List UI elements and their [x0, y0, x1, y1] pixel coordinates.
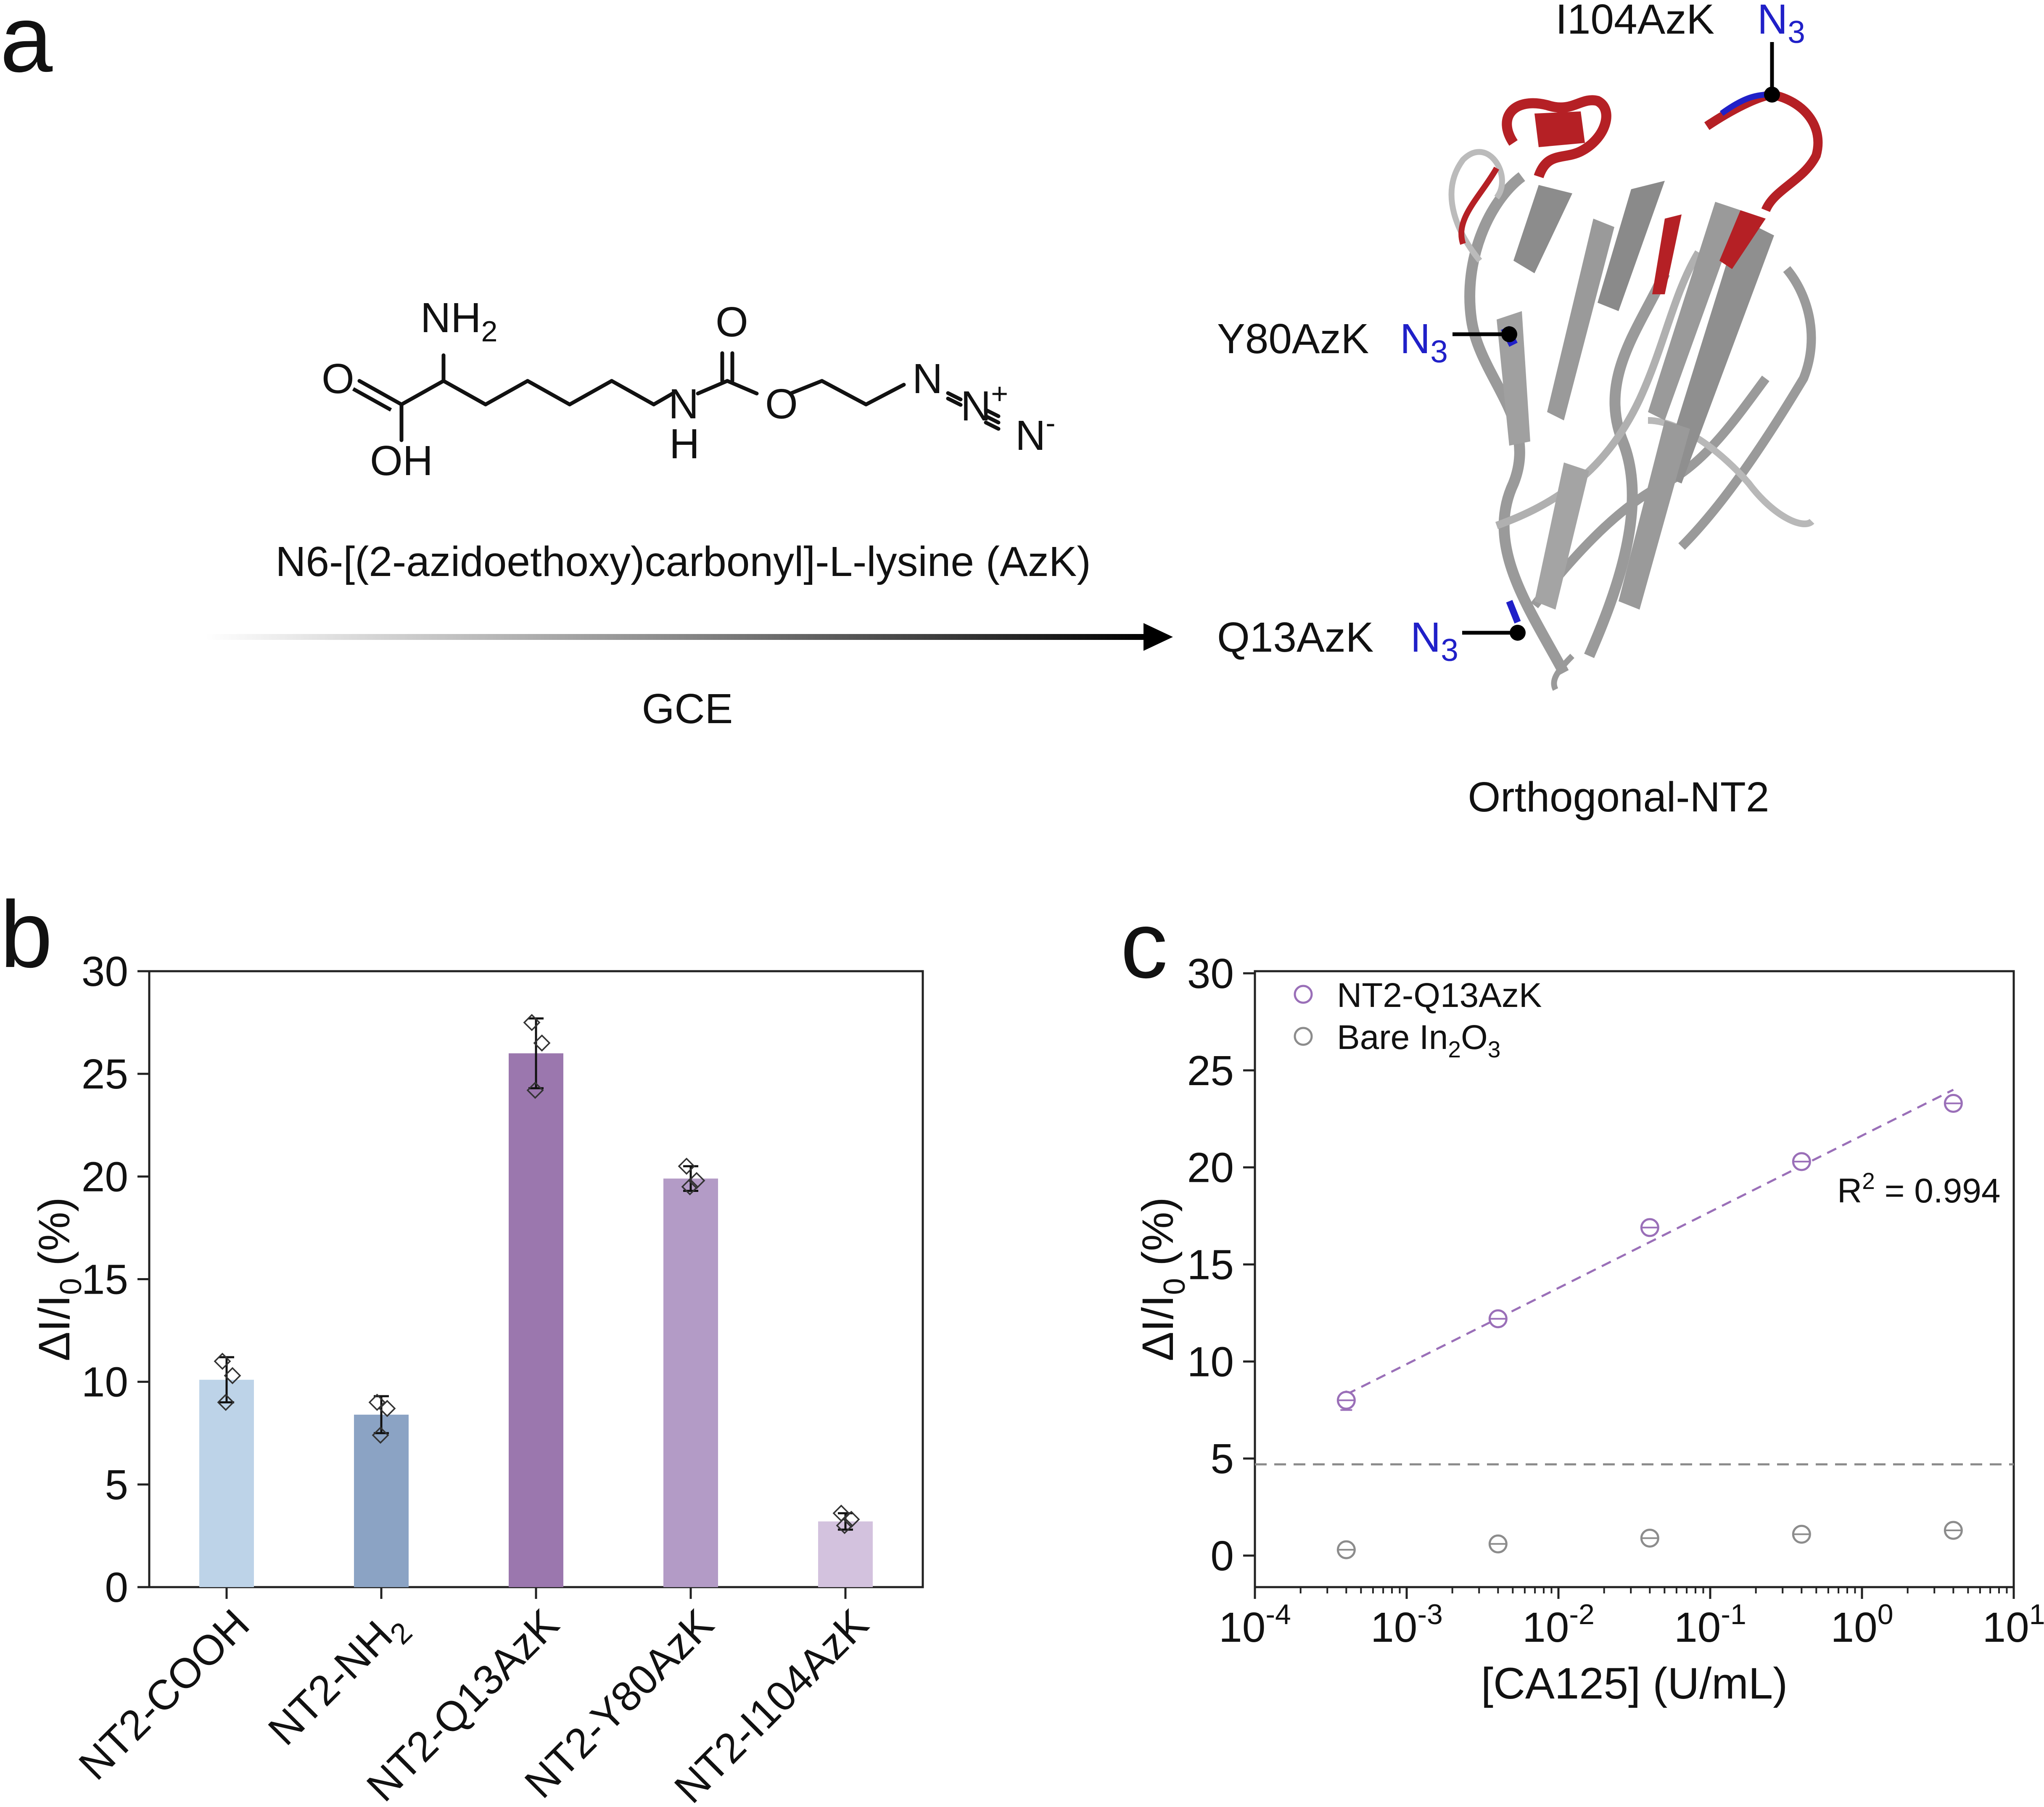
- bar: [509, 1053, 563, 1587]
- amide-n-label: N: [668, 380, 699, 428]
- panel-c: c 0 5 10 15 20 25 30 ΔI/I0 (%) 10-4 10-3 10-2 10-1 1…: [1120, 892, 2044, 1708]
- protein-label: Orthogonal-NT2: [1468, 774, 1769, 821]
- hydroxyl-label: OH: [370, 437, 433, 484]
- amide-h-label: H: [669, 420, 700, 468]
- site-i104-label: I104AzK: [1555, 0, 1714, 43]
- reaction-arrow-shaft: [206, 634, 1143, 640]
- panel-c-label: c: [1120, 892, 1168, 998]
- carboxyl-double-bond: [352, 387, 392, 412]
- x-tick-label-c: 10-4: [1219, 1598, 1291, 1651]
- azk-structure: [357, 351, 1001, 442]
- amine-label: NH2: [420, 294, 497, 348]
- site-i104-group: N3: [1757, 0, 1805, 50]
- y-tick-label-c: 10: [1187, 1338, 1234, 1385]
- y-tick-label-c: 25: [1187, 1047, 1234, 1094]
- azk-name: N6-[(2-azidoethoxy)carbonyl]-L-lysine (A…: [275, 538, 1091, 585]
- y-tick-label-c: 5: [1210, 1435, 1234, 1482]
- ester-o-label: O: [765, 380, 798, 428]
- linear-fit-line: [1346, 1088, 1954, 1396]
- site-y80-label: Y80AzK: [1217, 315, 1369, 362]
- bar: [663, 1178, 718, 1587]
- x-tick-label-c: 100: [1830, 1598, 1893, 1651]
- y-tick-label-c: 30: [1187, 950, 1234, 997]
- replicate-point: [224, 1367, 241, 1384]
- replicate-point: [533, 1034, 551, 1052]
- azide-n1-label: N: [912, 355, 943, 402]
- replicate-point: [836, 1517, 853, 1534]
- x-tick-label-c: 10-3: [1371, 1598, 1443, 1651]
- reaction-arrow-label: GCE: [642, 685, 733, 732]
- x-axis-label-c: [CA125] (U/mL): [1481, 1659, 1788, 1708]
- x-tick-label-b: NT2-NH2: [259, 1600, 419, 1759]
- replicate-point: [526, 1081, 544, 1099]
- y-tick-label-b: 5: [105, 1461, 128, 1508]
- site-q13-group: N3: [1410, 614, 1458, 668]
- site-y80-group: N3: [1400, 315, 1448, 369]
- y-tick-label-b: 10: [82, 1359, 128, 1406]
- y-axis-label-c: ΔI/I0 (%): [1133, 1197, 1191, 1361]
- reaction-arrow-head: [1143, 623, 1173, 651]
- x-tick-label-c: 10-1: [1674, 1598, 1746, 1651]
- site-y80-marker: [1501, 326, 1517, 342]
- carbonyl-o-label: O: [716, 299, 748, 346]
- panel-a: a NH2 O OH: [0, 0, 1823, 821]
- y-tick-label-b: 0: [105, 1564, 128, 1611]
- carboxyl-o-label: O: [322, 355, 354, 402]
- azide-n3-label: N-: [1015, 407, 1056, 459]
- replicate-point: [523, 1014, 541, 1031]
- y-tick-label-b: 15: [82, 1256, 128, 1303]
- replicate-point: [378, 1400, 396, 1417]
- legend-label: NT2-Q13AzK: [1337, 976, 1542, 1014]
- y-tick-label-b: 30: [82, 948, 128, 995]
- legend-marker: [1294, 1027, 1313, 1046]
- site-q13-marker: [1510, 625, 1526, 641]
- replicate-point: [217, 1394, 235, 1411]
- x-tick-label-c: 10-2: [1522, 1598, 1595, 1651]
- legend-marker: [1294, 985, 1313, 1004]
- site-q13-label: Q13AzK: [1217, 614, 1373, 661]
- panel-a-label: a: [0, 0, 53, 92]
- site-i104-marker: [1764, 87, 1780, 103]
- azide-n2-label: N+: [961, 377, 1008, 430]
- y-axis-label-b: ΔI/I0 (%): [30, 1197, 88, 1361]
- y-tick-label-b: 20: [82, 1153, 128, 1200]
- bar: [199, 1379, 254, 1587]
- y-tick-label-c: 15: [1187, 1242, 1234, 1289]
- replicate-point: [214, 1353, 231, 1370]
- x-tick-label-b: NT2-COOH: [70, 1600, 258, 1789]
- protein-ribbon: [1448, 90, 1823, 691]
- replicate-point: [368, 1394, 386, 1411]
- replicate-point: [678, 1157, 695, 1175]
- y-tick-label-b: 25: [82, 1051, 128, 1098]
- replicate-point: [372, 1427, 389, 1444]
- plot-frame-c: [1254, 970, 2015, 1588]
- x-tick-label-c: 101: [1982, 1598, 2044, 1651]
- y-tick-label-c: 20: [1187, 1144, 1234, 1191]
- legend-label: Bare In2O3: [1337, 1018, 1500, 1062]
- fit-r-squared-label: R2 = 0.994: [1837, 1168, 2000, 1210]
- panel-b-label: b: [0, 881, 53, 987]
- replicate-point: [681, 1178, 699, 1196]
- bar: [354, 1414, 409, 1587]
- y-tick-label-c: 0: [1210, 1532, 1234, 1580]
